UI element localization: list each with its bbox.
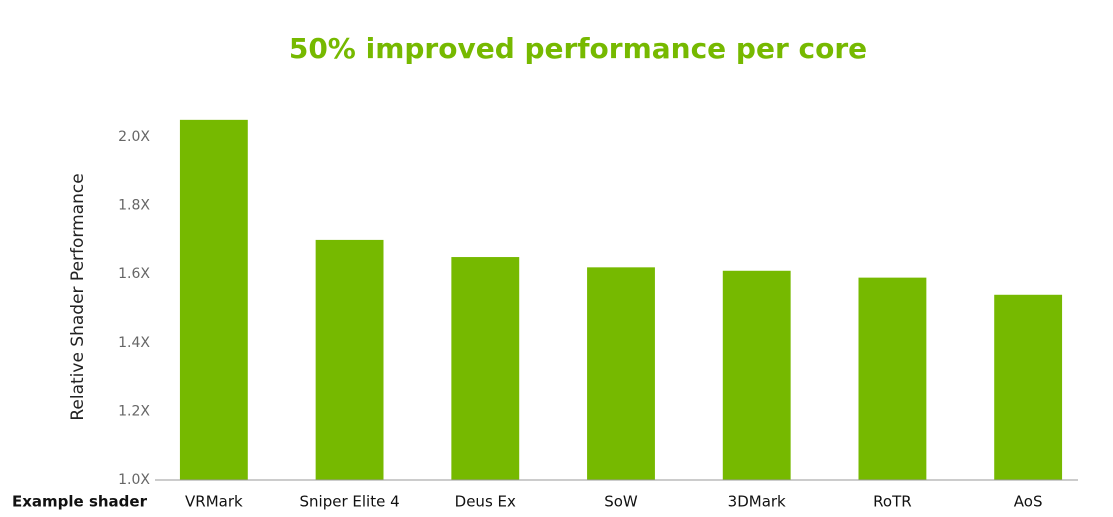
y-axis-label: Relative Shader Performance xyxy=(68,173,88,420)
bar xyxy=(858,277,927,480)
y-tick-label: 1.6X xyxy=(118,266,150,282)
x-tick-label: SoW xyxy=(604,493,638,511)
x-tick-label: RoTR xyxy=(873,493,912,511)
y-tick-label: 1.2X xyxy=(118,403,150,419)
bar xyxy=(451,257,520,480)
bar xyxy=(994,294,1063,480)
y-tick-label: 1.4X xyxy=(118,335,150,351)
x-tick-label: Deus Ex xyxy=(455,493,516,511)
chart-title: 50% improved performance per core xyxy=(289,32,867,65)
y-tick-label: 1.0X xyxy=(118,472,150,488)
x-tick-label: AoS xyxy=(1014,493,1043,511)
bar xyxy=(315,239,384,480)
y-tick-label: 2.0X xyxy=(118,129,150,145)
bar xyxy=(179,119,248,480)
bar xyxy=(587,267,655,480)
x-tick-label: VRMark xyxy=(185,493,243,511)
bar xyxy=(722,270,791,480)
y-tick-label: 1.8X xyxy=(118,198,150,214)
x-tick-label: 3DMark xyxy=(728,493,786,511)
x-tick-label: Sniper Elite 4 xyxy=(300,493,400,511)
x-axis-label: Example shader xyxy=(12,493,148,511)
